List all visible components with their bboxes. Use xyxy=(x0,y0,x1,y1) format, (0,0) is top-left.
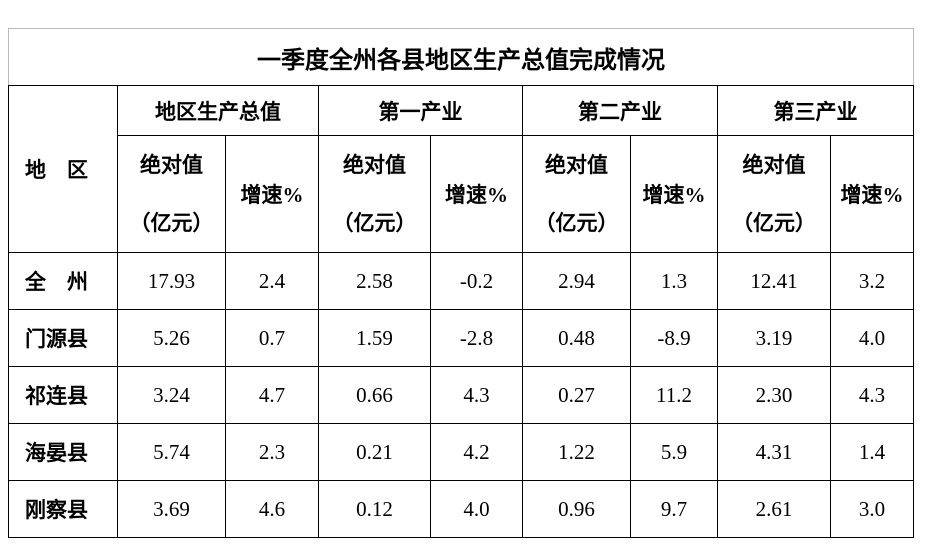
cell-value: 4.0 xyxy=(430,480,523,538)
cell-value: 2.30 xyxy=(717,366,831,424)
abs-header-line: （亿元） xyxy=(534,211,619,235)
abs-header-line: （亿元） xyxy=(332,211,417,235)
region-name: 门源县 xyxy=(8,309,118,367)
cell-value: 4.31 xyxy=(717,423,831,481)
table-title: 一季度全州各县地区生产总值完成情况 xyxy=(7,28,915,86)
cell-value: 5.9 xyxy=(630,423,718,481)
abs-header-line: 绝对值 xyxy=(343,153,406,177)
cell-value: 3.0 xyxy=(829,480,915,538)
header-row: 地 区地区生产总值 第一产业 第二产业 第三产业 xyxy=(8,85,915,253)
title-row: 一季度全州各县地区生产总值完成情况 xyxy=(7,28,915,86)
abs-header: 绝对值 （亿元） xyxy=(522,135,631,253)
cell-value: 4.2 xyxy=(430,423,523,481)
cell-value: 0.27 xyxy=(522,366,631,424)
data-row: 海晏县 5.74 2.3 0.21 4.2 1.22 5.9 4.31 1.4 xyxy=(8,423,915,481)
abs-header-line: 绝对值 xyxy=(140,153,203,177)
cell-value: 1.59 xyxy=(318,309,431,367)
cell-value: 2.3 xyxy=(225,423,319,481)
cell-value: 4.3 xyxy=(829,366,915,424)
cell-value: 0.7 xyxy=(225,309,319,367)
growth-header: 增速% xyxy=(225,135,319,253)
cell-value: 0.96 xyxy=(522,480,631,538)
cell-value: 17.93 xyxy=(117,252,226,310)
cell-value: -2.8 xyxy=(430,309,523,367)
region-name: 祁连县 xyxy=(8,366,118,424)
data-row: 全 州 17.93 2.4 2.58 -0.2 2.94 1.3 12.41 3.2 xyxy=(8,252,915,310)
cell-value: 5.26 xyxy=(117,309,226,367)
abs-header-line: 绝对值 xyxy=(742,153,806,177)
cell-value: 5.74 xyxy=(117,423,226,481)
cell-value: 3.19 xyxy=(717,309,831,367)
subheader-row: 绝对值 （亿元） 增速% 绝对值 （亿元） 增速% 绝对值 （亿元） 增速% 绝对值 （亿元） 增速% xyxy=(9,135,915,253)
group-header: 地区生产总值 xyxy=(117,85,319,136)
data-row: 刚察县 3.69 4.6 0.12 4.0 0.96 9.7 2.61 3.0 xyxy=(8,480,915,538)
abs-header: 绝对值 （亿元） xyxy=(318,135,431,253)
cell-value: 4.0 xyxy=(829,309,915,367)
abs-header: 绝对值 （亿元） xyxy=(717,135,831,253)
cell-value: 2.94 xyxy=(522,252,631,310)
cell-value: 2.4 xyxy=(225,252,319,310)
cell-value: 12.41 xyxy=(717,252,831,310)
cell-value: 1.3 xyxy=(630,252,718,310)
region-name: 刚察县 xyxy=(8,480,118,538)
growth-header: 增速% xyxy=(829,135,915,253)
data-row: 祁连县 3.24 4.7 0.66 4.3 0.27 11.2 2.30 4.3 xyxy=(8,366,915,424)
cell-value: 11.2 xyxy=(630,366,718,424)
group-header: 第一产业 xyxy=(318,85,523,136)
cell-value: 3.69 xyxy=(117,480,226,538)
abs-header-line: （亿元） xyxy=(129,211,214,235)
growth-header: 增速% xyxy=(430,135,523,253)
cell-value: 2.58 xyxy=(318,252,431,310)
cell-value: 0.21 xyxy=(318,423,431,481)
table-wrap: 一季度全州各县地区生产总值完成情况地 区地区生产总值 第一产业 第二产业 第三产业 绝对… xyxy=(7,28,915,538)
region-header: 地 区 xyxy=(8,85,118,253)
cell-value: -8.9 xyxy=(630,309,718,367)
cell-value: -0.2 xyxy=(430,252,523,310)
data-row: 门源县 5.26 0.7 1.59 -2.8 0.48 -8.9 3.19 4.0 xyxy=(8,309,915,367)
cell-value: 9.7 xyxy=(630,480,718,538)
cell-value: 1.4 xyxy=(829,423,915,481)
cell-value: 3.2 xyxy=(829,252,915,310)
group-header: 第二产业 xyxy=(522,85,718,136)
cell-value: 2.61 xyxy=(717,480,831,538)
cell-value: 0.48 xyxy=(522,309,631,367)
cell-value: 0.12 xyxy=(318,480,431,538)
cell-value: 4.7 xyxy=(225,366,319,424)
region-name: 海晏县 xyxy=(8,423,118,481)
cell-value: 1.22 xyxy=(522,423,631,481)
abs-header-line: （亿元） xyxy=(732,211,816,235)
region-name: 全 州 xyxy=(8,252,118,310)
cell-value: 4.6 xyxy=(225,480,319,538)
abs-header-line: 绝对值 xyxy=(545,153,608,177)
table-body: 一季度全州各县地区生产总值完成情况地 区地区生产总值 第一产业 第二产业 第三产业 绝对… xyxy=(7,28,915,538)
cell-value: 3.24 xyxy=(117,366,226,424)
growth-header: 增速% xyxy=(630,135,718,253)
abs-header: 绝对值 （亿元） xyxy=(117,135,226,253)
table: 一季度全州各县地区生产总值完成情况地 区地区生产总值 第一产业 第二产业 第三产业 绝对… xyxy=(7,28,915,538)
cell-value: 4.3 xyxy=(430,366,523,424)
cell-value: 0.66 xyxy=(318,366,431,424)
group-header: 第三产业 xyxy=(716,85,915,136)
